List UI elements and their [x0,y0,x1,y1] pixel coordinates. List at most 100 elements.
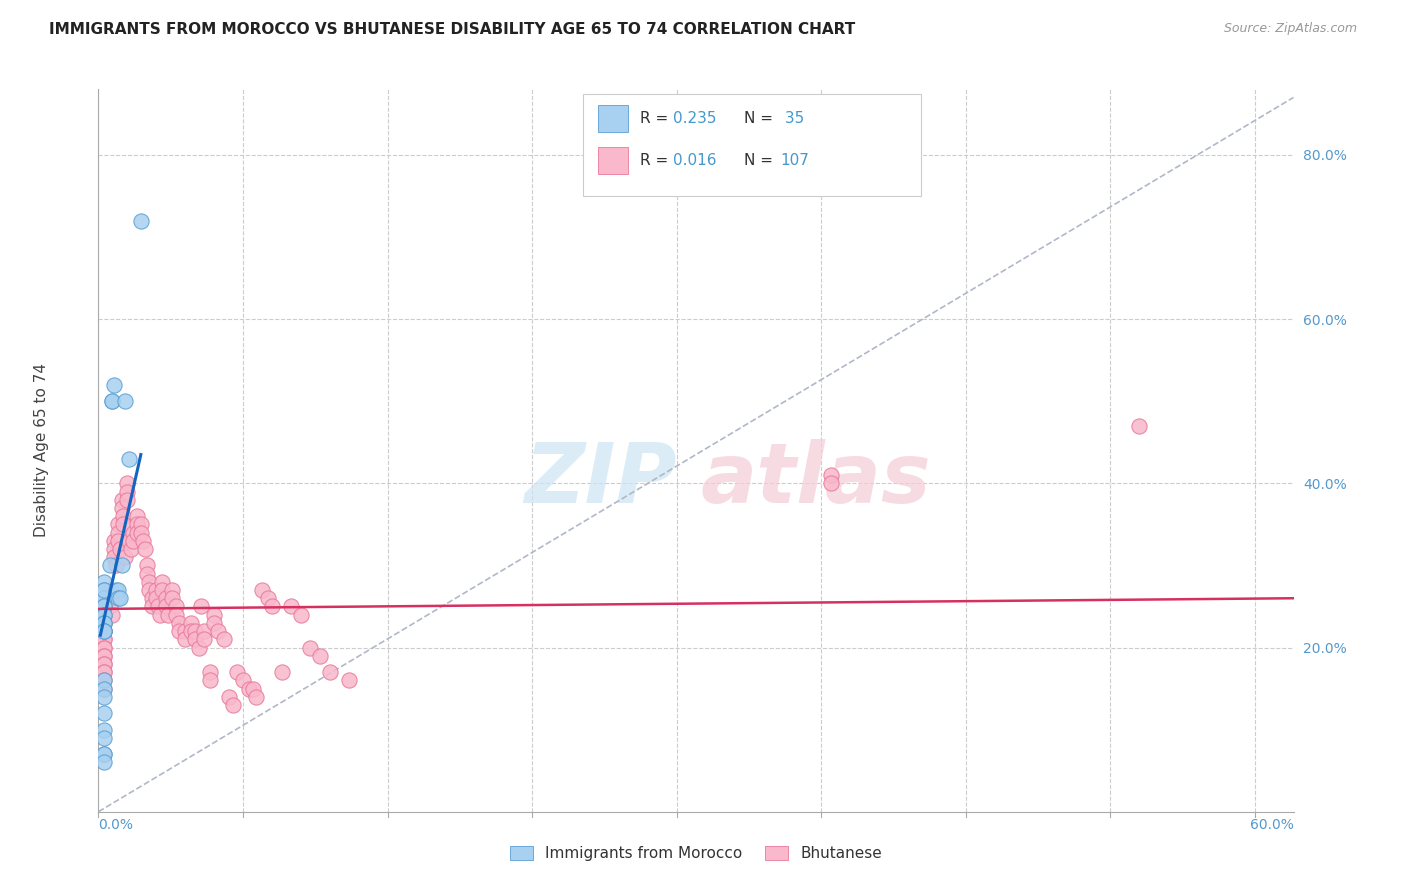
Text: 0.0%: 0.0% [98,817,134,831]
Point [125,525,148,540]
Point [101,394,124,409]
Point [93,648,115,663]
Point [193,624,215,639]
Point [190,599,212,614]
Point [117,476,139,491]
Point [174,624,197,639]
Point [118,533,141,548]
Point [122,533,145,548]
Point [169,615,191,630]
Point [149,607,172,622]
Point [222,698,245,712]
Point [93,690,115,704]
Point [93,591,115,606]
Text: N =: N = [744,153,778,168]
Point [93,582,115,597]
Point [101,607,124,622]
Text: 35: 35 [780,112,804,126]
Point [337,673,360,688]
Point [108,541,131,556]
Point [110,558,132,573]
Point [110,500,132,515]
Point [187,640,209,655]
Point [200,673,222,688]
Point [98,582,121,597]
Point [93,640,115,655]
Point [108,591,131,606]
Point [93,657,115,671]
Point [129,525,152,540]
Point [110,492,132,507]
Point [93,582,115,597]
Point [232,673,254,688]
Point [155,599,177,614]
Point [184,632,207,647]
Point [93,747,115,762]
Point [319,665,342,680]
Point [207,624,229,639]
Point [93,615,115,630]
Text: atlas: atlas [700,439,931,520]
Point [107,517,129,532]
Point [218,690,240,704]
Text: R =: R = [640,153,673,168]
Point [93,574,115,589]
Point [93,681,115,696]
Point [112,509,135,524]
Point [122,525,145,540]
Point [103,541,125,556]
Point [138,582,160,597]
Text: R =: R = [640,112,673,126]
Point [134,541,156,556]
Point [280,599,302,614]
Point [98,558,121,573]
Point [107,582,129,597]
Point [129,517,152,532]
Point [93,615,115,630]
Point [93,607,115,622]
Point [117,492,139,507]
Point [103,377,125,392]
Point [112,517,135,532]
Point [93,640,115,655]
Point [138,574,160,589]
Point [242,681,264,696]
Point [290,607,312,622]
Point [202,615,225,630]
Point [93,665,115,680]
Text: Disability Age 65 to 74: Disability Age 65 to 74 [34,363,49,538]
Point [93,624,115,639]
Point [129,213,152,227]
Point [93,756,115,770]
Text: 60.0%: 60.0% [1250,817,1294,831]
Point [120,541,142,556]
Point [93,731,115,745]
Point [93,657,115,671]
Point [93,706,115,721]
Point [200,665,222,680]
Point [184,624,207,639]
Point [145,591,167,606]
Point [93,607,115,622]
Point [93,681,115,696]
Legend: Immigrants from Morocco, Bhutanese: Immigrants from Morocco, Bhutanese [502,838,890,869]
Point [245,690,267,704]
Point [299,640,322,655]
Point [141,599,163,614]
Text: 0.016: 0.016 [673,153,717,168]
Point [93,607,115,622]
Point [93,624,115,639]
Point [93,673,115,688]
Point [820,468,842,483]
Point [148,599,170,614]
Point [165,607,187,622]
Point [270,665,292,680]
Point [103,550,125,565]
Point [165,599,187,614]
Point [104,558,127,573]
Point [145,582,167,597]
Point [180,624,202,639]
Point [135,558,157,573]
Point [93,615,115,630]
Point [125,509,148,524]
